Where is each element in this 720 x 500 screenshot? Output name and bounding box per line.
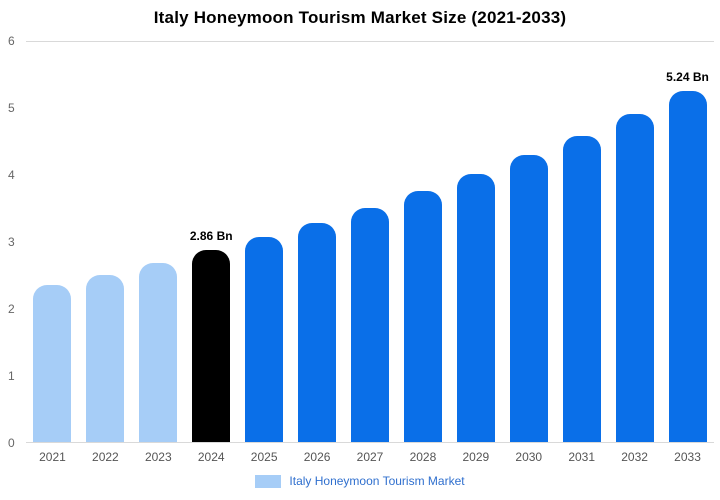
bar-2027 bbox=[350, 207, 389, 442]
chart-title: Italy Honeymoon Tourism Market Size (202… bbox=[153, 8, 567, 27]
y-tick-label-5: 5 bbox=[8, 101, 15, 115]
y-tick-label-2: 2 bbox=[8, 302, 15, 316]
bar-2023 bbox=[139, 263, 178, 442]
legend: Italy Honeymoon Tourism Market bbox=[0, 474, 720, 488]
bar-2024 bbox=[192, 250, 231, 442]
x-tick-label-2022: 2022 bbox=[92, 450, 119, 464]
bar-2029 bbox=[456, 174, 495, 442]
bar-2026 bbox=[298, 222, 337, 442]
bar-column-2023 bbox=[132, 42, 185, 442]
bar-column-2030 bbox=[502, 42, 555, 442]
bar-2028 bbox=[403, 191, 442, 442]
bar-value-label-2033: 5.24 Bn bbox=[666, 69, 709, 84]
legend-label: Italy Honeymoon Tourism Market bbox=[289, 474, 465, 488]
x-tick-label-2028: 2028 bbox=[409, 450, 437, 464]
bar-column-2029 bbox=[449, 42, 502, 442]
bar-column-2022 bbox=[79, 42, 132, 442]
bar-column-2025 bbox=[238, 42, 291, 442]
bar-2031 bbox=[562, 135, 601, 442]
bar-column-2027 bbox=[344, 42, 397, 442]
x-tick-label-2026: 2026 bbox=[303, 450, 331, 464]
bar-2021 bbox=[33, 285, 72, 442]
bar-2022 bbox=[86, 274, 125, 442]
x-tick-label-2024: 2024 bbox=[197, 450, 225, 464]
bar-column-2033: 5.24 Bn bbox=[661, 42, 714, 442]
x-tick-label-2031: 2031 bbox=[568, 450, 596, 464]
x-axis: 2021 2022 2023 2024 2025 2026 2027 2028 2029 2030… bbox=[26, 450, 714, 464]
bar-column-2032 bbox=[608, 42, 661, 442]
x-tick-label-2027: 2027 bbox=[356, 450, 384, 464]
bar-column-2021 bbox=[26, 42, 79, 442]
bar-column-2026 bbox=[291, 42, 344, 442]
bar-column-2028 bbox=[396, 42, 449, 442]
x-tick-label-2025: 2025 bbox=[250, 450, 278, 464]
y-tick-label-1: 1 bbox=[8, 369, 15, 383]
bar-column-2031 bbox=[555, 42, 608, 442]
legend-swatch bbox=[255, 474, 282, 488]
x-tick-label-2023: 2023 bbox=[144, 450, 172, 464]
bar-2033 bbox=[668, 90, 707, 442]
bar-2030 bbox=[509, 155, 548, 442]
y-tick-label-6: 6 bbox=[8, 34, 15, 48]
y-tick-label-3: 3 bbox=[8, 235, 15, 249]
x-tick-label-2030: 2030 bbox=[515, 450, 543, 464]
bar-column-2024: 2.86 Bn bbox=[185, 42, 238, 442]
x-tick-label-2021: 2021 bbox=[39, 450, 66, 464]
x-tick-label-2029: 2029 bbox=[462, 450, 490, 464]
bar-value-label-2024: 2.86 Bn bbox=[189, 229, 233, 244]
bar-2025 bbox=[245, 237, 284, 442]
y-tick-label-4: 4 bbox=[8, 168, 15, 182]
x-tick-label-2033: 2033 bbox=[674, 450, 701, 464]
x-tick-label-2032: 2032 bbox=[621, 450, 648, 464]
bar-2032 bbox=[615, 114, 654, 442]
y-tick-label-0: 0 bbox=[8, 436, 15, 450]
plot-area: 2.86 Bn 5.24 Bn bbox=[26, 41, 714, 443]
